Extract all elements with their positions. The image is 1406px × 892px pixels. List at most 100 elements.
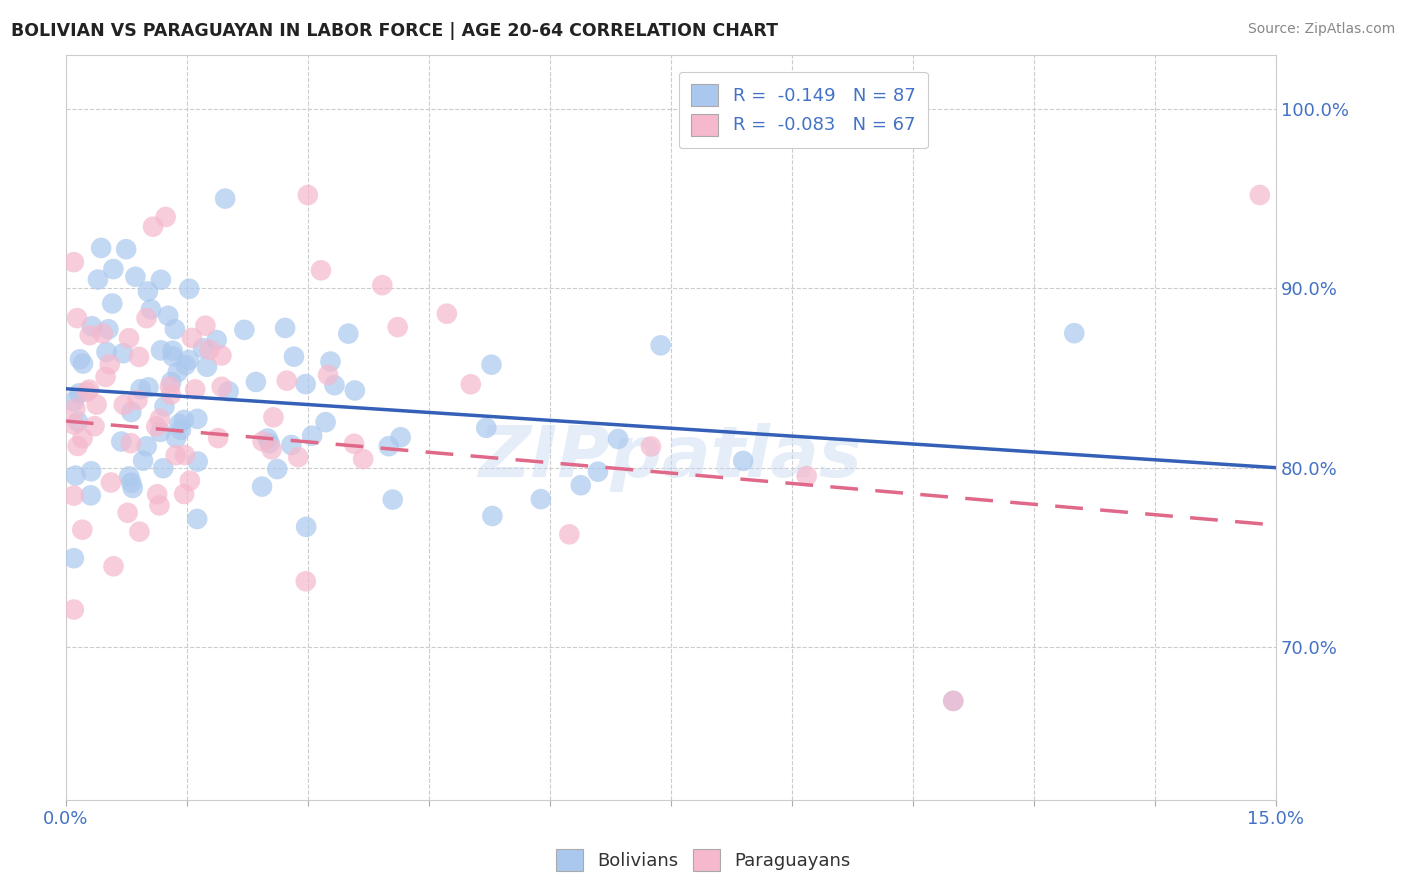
- Point: [173, 487, 195, 501]
- Point: [145, 419, 167, 434]
- Point: [205, 333, 228, 347]
- Point: [157, 309, 180, 323]
- Point: [294, 377, 316, 392]
- Point: [352, 452, 374, 467]
- Point: [149, 343, 172, 358]
- Point: [112, 398, 135, 412]
- Point: [569, 478, 592, 492]
- Point: [343, 437, 366, 451]
- Point: [184, 383, 207, 397]
- Point: [211, 380, 233, 394]
- Point: [120, 436, 142, 450]
- Point: [118, 331, 141, 345]
- Point: [117, 506, 139, 520]
- Point: [98, 357, 121, 371]
- Point: [295, 520, 318, 534]
- Point: [186, 512, 208, 526]
- Point: [146, 487, 169, 501]
- Text: ZIPpatlas: ZIPpatlas: [479, 423, 863, 491]
- Point: [136, 285, 159, 299]
- Point: [97, 322, 120, 336]
- Point: [301, 428, 323, 442]
- Point: [233, 323, 256, 337]
- Point: [343, 384, 366, 398]
- Point: [153, 400, 176, 414]
- Point: [262, 410, 284, 425]
- Point: [558, 527, 581, 541]
- Point: [152, 461, 174, 475]
- Point: [94, 370, 117, 384]
- Point: [80, 319, 103, 334]
- Point: [297, 188, 319, 202]
- Point: [162, 349, 184, 363]
- Point: [194, 318, 217, 333]
- Point: [101, 296, 124, 310]
- Point: [170, 423, 193, 437]
- Point: [128, 524, 150, 539]
- Point: [69, 352, 91, 367]
- Point: [65, 401, 87, 416]
- Point: [80, 488, 103, 502]
- Point: [187, 454, 209, 468]
- Point: [475, 421, 498, 435]
- Point: [124, 269, 146, 284]
- Point: [181, 331, 204, 345]
- Point: [160, 375, 183, 389]
- Point: [165, 448, 187, 462]
- Legend: R =  -0.149   N = 87, R =  -0.083   N = 67: R = -0.149 N = 87, R = -0.083 N = 67: [679, 71, 928, 148]
- Point: [252, 434, 274, 449]
- Point: [378, 439, 401, 453]
- Point: [80, 464, 103, 478]
- Point: [250, 480, 273, 494]
- Point: [91, 326, 114, 341]
- Point: [120, 405, 142, 419]
- Point: [163, 322, 186, 336]
- Point: [128, 350, 150, 364]
- Point: [266, 462, 288, 476]
- Point: [173, 413, 195, 427]
- Point: [276, 374, 298, 388]
- Point: [280, 438, 302, 452]
- Point: [207, 431, 229, 445]
- Point: [135, 311, 157, 326]
- Point: [179, 474, 201, 488]
- Point: [259, 436, 281, 450]
- Point: [121, 481, 143, 495]
- Point: [166, 365, 188, 379]
- Point: [319, 354, 342, 368]
- Point: [118, 469, 141, 483]
- Point: [63, 394, 86, 409]
- Point: [100, 475, 122, 490]
- Point: [942, 694, 965, 708]
- Point: [138, 380, 160, 394]
- Point: [76, 384, 98, 399]
- Point: [63, 551, 86, 566]
- Point: [942, 694, 965, 708]
- Point: [283, 350, 305, 364]
- Point: [245, 375, 267, 389]
- Point: [79, 328, 101, 343]
- Point: [115, 242, 138, 256]
- Point: [381, 492, 404, 507]
- Point: [149, 425, 172, 439]
- Point: [159, 379, 181, 393]
- Text: Source: ZipAtlas.com: Source: ZipAtlas.com: [1247, 22, 1395, 37]
- Point: [316, 368, 339, 382]
- Point: [139, 302, 162, 317]
- Point: [110, 434, 132, 449]
- Point: [112, 346, 135, 360]
- Point: [309, 263, 332, 277]
- Point: [387, 320, 409, 334]
- Point: [72, 431, 94, 445]
- Point: [256, 432, 278, 446]
- Point: [169, 417, 191, 431]
- Point: [103, 262, 125, 277]
- Point: [65, 468, 87, 483]
- Text: BOLIVIAN VS PARAGUAYAN IN LABOR FORCE | AGE 20-64 CORRELATION CHART: BOLIVIAN VS PARAGUAYAN IN LABOR FORCE | …: [11, 22, 779, 40]
- Point: [155, 210, 177, 224]
- Point: [174, 448, 197, 462]
- Point: [607, 432, 630, 446]
- Point: [63, 489, 86, 503]
- Point: [640, 440, 662, 454]
- Point: [66, 439, 89, 453]
